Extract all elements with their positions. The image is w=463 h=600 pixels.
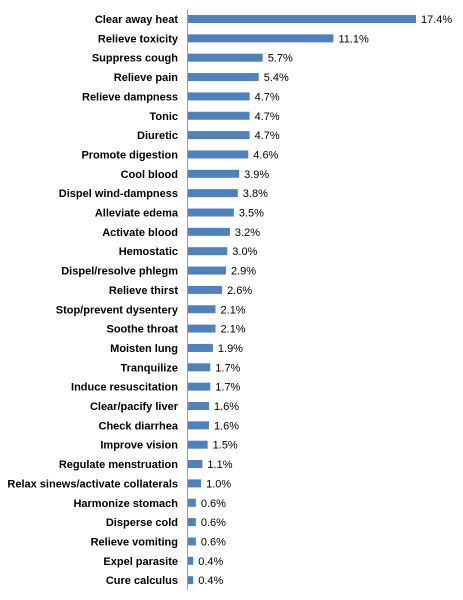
value-label: 2.6% (227, 285, 252, 297)
value-label: 1.0% (206, 478, 231, 490)
bar (188, 363, 211, 372)
bar (188, 518, 196, 527)
value-label: 1.9% (218, 343, 243, 355)
value-label: 3.8% (243, 188, 268, 200)
value-label: 0.4% (198, 556, 223, 568)
value-label: 4.7% (255, 91, 280, 103)
value-label: 4.6% (253, 149, 278, 161)
value-label: 0.6% (201, 498, 226, 510)
bar (188, 343, 213, 352)
category-label: Relieve toxicity (98, 33, 179, 45)
bar (188, 285, 223, 294)
category-label: Relieve pain (114, 72, 178, 84)
category-labels: Clear away heat Relieve toxicity Suppress … (7, 14, 178, 587)
value-label: 5.7% (268, 53, 293, 65)
bar (188, 440, 208, 449)
category-label: Regulate menstruation (59, 459, 178, 471)
category-label: Tranquilize (121, 362, 178, 374)
category-label: Clear/pacify liver (90, 401, 179, 413)
value-label: 2.9% (231, 266, 256, 278)
category-label: Dispel/resolve phlegm (61, 266, 178, 278)
bar (188, 189, 238, 198)
category-label: Relieve dampness (82, 91, 178, 103)
category-label: Alleviate edema (95, 208, 179, 220)
category-label: Activate blood (102, 227, 178, 239)
bar (188, 227, 230, 236)
value-label: 4.7% (255, 111, 280, 123)
value-label: 5.4% (264, 72, 289, 84)
category-label: Disperse cold (106, 517, 178, 529)
bar (188, 247, 228, 256)
bar (188, 556, 194, 565)
bar (188, 73, 259, 82)
value-label: 1.1% (207, 459, 232, 471)
category-label: Tonic (149, 111, 178, 123)
category-label: Relieve vomiting (91, 536, 178, 548)
category-label: Expel parasite (103, 556, 178, 568)
category-label: Diuretic (137, 130, 178, 142)
value-label: 3.0% (232, 246, 257, 258)
value-label: 2.1% (221, 324, 246, 336)
bar (188, 150, 249, 159)
value-label: 2.1% (221, 304, 246, 316)
bar (188, 131, 250, 140)
value-label: 3.5% (239, 208, 264, 220)
category-label: Moisten lung (110, 343, 178, 355)
bar (188, 421, 209, 430)
category-label: Hemostatic (119, 246, 178, 258)
bar (188, 111, 250, 120)
value-label: 11.1% (338, 33, 369, 45)
value-label: 1.6% (214, 420, 239, 432)
bar (188, 537, 196, 546)
value-label: 1.7% (215, 362, 240, 374)
category-label: Relax sinews/activate collaterals (7, 478, 178, 490)
value-label: 3.2% (235, 227, 260, 239)
bar (188, 479, 202, 488)
value-label: 0.6% (201, 536, 226, 548)
bar (188, 402, 209, 410)
category-label: Cool blood (121, 169, 178, 181)
value-label: 0.6% (201, 517, 226, 529)
bar (188, 34, 334, 43)
value-label: 0.4% (198, 575, 223, 587)
bar (188, 460, 203, 469)
category-label: Improve vision (100, 440, 178, 452)
value-label: 1.6% (214, 401, 239, 413)
value-label: 3.9% (244, 169, 269, 181)
bar (188, 498, 196, 507)
category-label: Stop/prevent dysentery (56, 304, 179, 316)
bar (188, 15, 416, 23)
category-label: Induce resuscitation (71, 382, 178, 394)
bar (188, 92, 250, 101)
value-label: 4.7% (255, 130, 280, 142)
bar (188, 266, 226, 275)
bar (188, 382, 211, 391)
value-label: 1.7% (215, 382, 240, 394)
bars (188, 15, 416, 585)
category-label: Dispel wind-dampness (59, 188, 178, 200)
value-label: 1.5% (213, 440, 238, 452)
category-label: Harmonize stomach (73, 498, 178, 510)
bar (188, 305, 216, 314)
category-label: Clear away heat (95, 14, 178, 26)
category-label: Relieve thirst (109, 285, 178, 297)
value-label: 17.4% (421, 14, 452, 26)
category-label: Cure calculus (106, 575, 178, 587)
category-label: Soothe throat (107, 324, 179, 336)
category-label: Check diarrhea (99, 420, 179, 432)
bar (188, 208, 234, 217)
bar (188, 169, 240, 178)
category-label: Promote digestion (81, 149, 178, 161)
category-label: Suppress cough (92, 53, 178, 65)
bar (188, 324, 216, 333)
value-labels: 17.4% 11.1% 5.7% 5.4% 4.7% 4.7% 4.7% 4.6% 3.9% 3.… (198, 14, 452, 587)
bar (188, 53, 263, 62)
bar (188, 576, 194, 585)
